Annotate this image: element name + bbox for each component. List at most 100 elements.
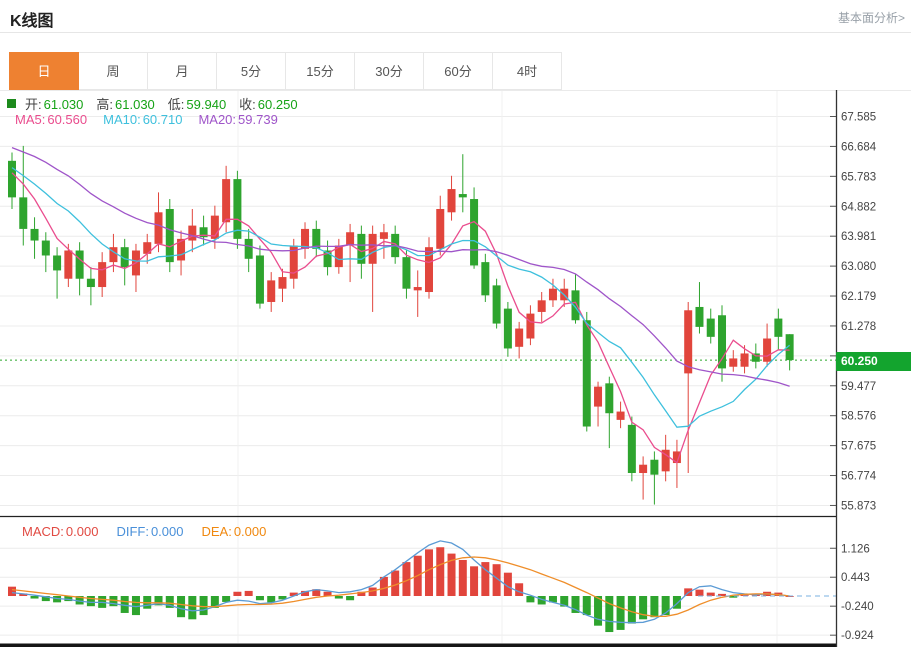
macd-bar <box>616 596 625 630</box>
candle <box>165 208 174 263</box>
macd-bar <box>64 596 73 602</box>
macd-bar <box>233 591 242 596</box>
candle <box>729 358 738 367</box>
tab-30分[interactable]: 30分 <box>354 52 424 90</box>
candle <box>301 228 310 249</box>
macd-bar <box>718 593 727 596</box>
tab-4时[interactable]: 4时 <box>492 52 562 90</box>
macd-bar <box>729 596 738 598</box>
y-tick-label: -0.240 <box>841 601 874 613</box>
macd-bar <box>131 596 140 616</box>
candle <box>548 288 557 301</box>
fundamental-analysis-link[interactable]: 基本面分析> <box>837 11 905 25</box>
tab-5分[interactable]: 5分 <box>216 52 286 90</box>
macd-bar <box>447 553 456 596</box>
macd-bar <box>199 596 208 616</box>
macd-bar <box>255 596 264 601</box>
macd-bar <box>19 593 28 596</box>
macd-bar <box>41 596 50 602</box>
macd-bar <box>267 596 276 603</box>
candle <box>379 232 388 239</box>
macd-bar <box>526 596 535 603</box>
candle <box>503 308 512 349</box>
candle <box>526 313 535 339</box>
macd-bar <box>210 596 219 608</box>
macd-bar <box>605 596 614 633</box>
ohlc-legend: 开: 61.030 高: 61.030 低: 59.940 收: 60.250 <box>7 94 298 113</box>
macd-bar <box>571 596 580 613</box>
macd-bar <box>470 566 479 596</box>
tab-60分[interactable]: 60分 <box>423 52 493 90</box>
candle <box>188 225 197 241</box>
y-tick-label: 66.684 <box>841 141 877 153</box>
macd-bar <box>109 596 118 607</box>
candle <box>334 245 343 268</box>
ma20-line <box>11 146 790 387</box>
legend-item: MACD: 0.000 <box>22 524 99 539</box>
candle <box>244 238 253 259</box>
macd-bar <box>289 592 298 596</box>
macd-bar <box>548 596 557 603</box>
legend-item: MA5: 60.560 <box>15 112 88 127</box>
candle <box>424 247 433 293</box>
macd-bar <box>492 564 501 596</box>
candle <box>154 212 163 244</box>
candle <box>402 257 411 289</box>
tab-月[interactable]: 月 <box>147 52 217 90</box>
y-tick-label: 63.981 <box>841 231 876 243</box>
macd-bar <box>582 596 591 616</box>
y-tick-label: 61.278 <box>841 321 876 333</box>
candle <box>740 353 749 367</box>
macd-histogram <box>8 547 794 633</box>
candle <box>210 215 219 239</box>
candle <box>199 227 208 238</box>
ma5-line <box>11 172 790 464</box>
macd-bar <box>560 596 569 607</box>
widget-header: K线图 基本面分析> <box>0 0 911 33</box>
macd-bar <box>30 596 39 599</box>
candle <box>627 424 636 474</box>
page-title: K线图 <box>10 13 54 30</box>
candle <box>30 228 39 241</box>
candle <box>470 199 479 266</box>
candle <box>289 245 298 279</box>
y-tick-label: 62.179 <box>841 291 876 303</box>
candle <box>605 383 614 414</box>
candle <box>492 285 501 324</box>
macd-bar <box>8 586 16 596</box>
candle <box>481 262 490 296</box>
macd-bar <box>672 596 681 609</box>
candle <box>98 262 107 288</box>
period-tab-bar: 日周月 5分 15分 30分 60分 4时 <box>9 52 562 90</box>
chart-bottom-bar <box>0 643 837 647</box>
y-tick-label: 65.783 <box>841 171 876 183</box>
candle <box>537 300 546 312</box>
y-tick-label: 57.675 <box>841 441 876 453</box>
candle <box>120 247 129 268</box>
candle <box>695 306 704 327</box>
candle <box>763 338 772 362</box>
macd-bar <box>165 596 174 608</box>
macd-bar <box>75 596 84 605</box>
ma-legend: MA5: 60.560 MA10: 60.710 MA20: 59.739 <box>15 112 278 127</box>
macd-bar <box>402 562 411 596</box>
tab-15分[interactable]: 15分 <box>285 52 355 90</box>
candle <box>86 278 95 288</box>
candle <box>684 310 693 374</box>
candle <box>751 353 760 362</box>
tab-周[interactable]: 周 <box>78 52 148 90</box>
macd-bar <box>120 596 129 613</box>
macd-bar <box>639 596 648 620</box>
candles-layer <box>8 145 794 505</box>
legend-item: 收: 60.250 <box>239 97 298 112</box>
tab-日[interactable]: 日 <box>9 52 79 90</box>
macd-bar <box>346 596 355 601</box>
legend-item: DEA: 0.000 <box>201 524 267 539</box>
macd-bar <box>436 547 445 596</box>
candle <box>323 250 332 268</box>
candle <box>177 238 186 261</box>
candle <box>143 242 152 254</box>
macd-bar <box>458 559 467 596</box>
legend-item: MA10: 60.710 <box>103 112 183 127</box>
candle <box>41 240 50 256</box>
